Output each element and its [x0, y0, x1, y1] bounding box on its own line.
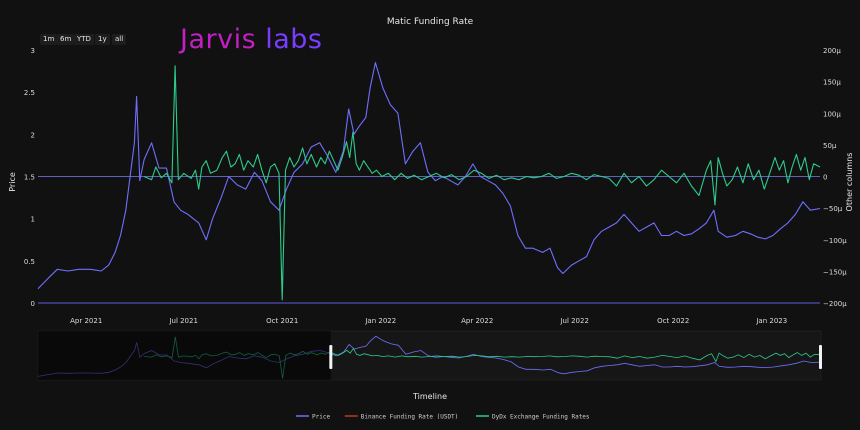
y-tick-label: 2 [31, 131, 35, 139]
navigator-left-handle[interactable] [329, 345, 333, 369]
y-tick-label: 3 [31, 47, 35, 55]
legend-label: Price [312, 414, 330, 421]
x-tick-label: Apr 2022 [461, 317, 493, 325]
x-tick-label: Oct 2021 [266, 317, 298, 325]
y-axis-title: Price [8, 172, 17, 192]
range-button-6m[interactable]: 6m [57, 34, 75, 45]
secondary-y-tick-label: 100μ [823, 110, 841, 118]
range-navigator[interactable] [37, 330, 822, 381]
logo-text-primary: Jarvis [180, 24, 257, 55]
legend-label: Binance Funding Rate (USDT) [361, 414, 459, 421]
secondary-y-tick-label: 0 [823, 174, 827, 182]
legend-item: Price [296, 414, 330, 421]
y-tick-label: 0 [31, 300, 35, 308]
series-line-dydx-exchange-funding-rates [143, 65, 821, 301]
range-button-ytd[interactable]: YTD [74, 34, 94, 45]
secondary-y-tick-label: −150μ [823, 268, 847, 276]
x-tick-label: Oct 2022 [657, 317, 689, 325]
chart-title: Matic Funding Rate [387, 17, 474, 27]
secondary-y-tick-label: −50μ [823, 205, 843, 213]
y-tick-label: 0.5 [24, 258, 35, 266]
navigator-right-handle[interactable] [819, 345, 822, 369]
x-tick-label: Jan 2022 [364, 317, 396, 325]
x-axis: Apr 2021 Jul 2021 Oct 2021 Jan 2022 Apr 2022… [70, 317, 787, 325]
y-tick-label: 1.5 [24, 174, 35, 182]
x-tick-label: Apr 2021 [70, 317, 102, 325]
series-line-price [37, 62, 821, 290]
y-tick-label: 2.5 [24, 89, 35, 97]
secondary-y-axis: −200μ −150μ −100μ −50μ 0 50μ 100μ 150μ 200μ [823, 47, 847, 308]
x-tick-label: Jan 2023 [755, 317, 787, 325]
jarvis-labs-logo: Jarvis labs [180, 24, 323, 55]
legend-item: Binance Funding Rate (USDT) [344, 414, 459, 421]
main-plot-area [37, 62, 821, 304]
navigator-unselected-mask [38, 331, 331, 380]
y-axis: 0 0.5 1 1.5 2 2.5 3 [24, 47, 35, 308]
legend-item: DyDx Exchange Funding Rates [476, 414, 590, 421]
legend: Price Binance Funding Rate (USDT) DyDx Exc… [296, 414, 590, 421]
x-tick-label: Jul 2021 [168, 317, 198, 325]
x-axis-title: Timeline [412, 392, 447, 401]
logo-text-secondary: labs [265, 24, 323, 55]
secondary-y-tick-label: −200μ [823, 300, 847, 308]
secondary-y-tick-label: 200μ [823, 47, 841, 55]
range-button-1y[interactable]: 1y [95, 34, 110, 45]
y-tick-label: 1 [31, 216, 35, 224]
range-button-1m[interactable]: 1m [40, 34, 58, 45]
secondary-y-tick-label: 150μ [823, 79, 841, 87]
legend-label: DyDx Exchange Funding Rates [492, 414, 590, 421]
secondary-y-axis-title: Other columns [845, 153, 854, 212]
range-button-all[interactable]: all [112, 34, 127, 45]
x-tick-label: Jul 2022 [559, 317, 589, 325]
secondary-y-tick-label: −100μ [823, 237, 847, 245]
secondary-y-tick-label: 50μ [823, 142, 837, 150]
